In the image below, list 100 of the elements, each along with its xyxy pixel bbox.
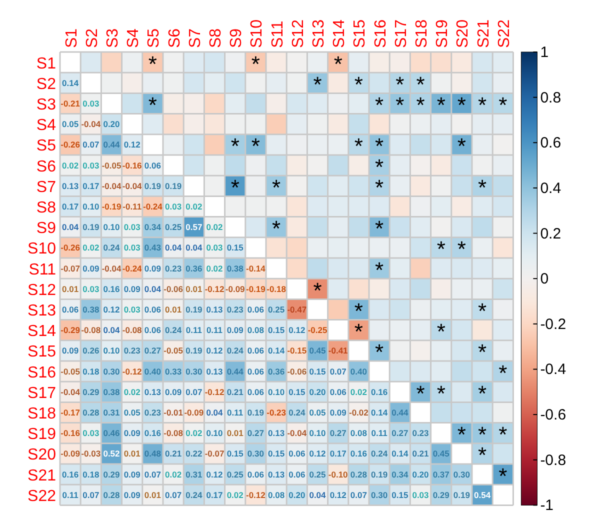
data-label: 0.01 (62, 284, 79, 294)
data-label: -0.29 (60, 325, 80, 336)
data-label: * (457, 236, 466, 262)
data-label: 0.23 (165, 263, 182, 274)
x-tick-label: S3 (104, 28, 122, 48)
x-tick-label: S17 (392, 19, 410, 48)
data-label: 0.11 (62, 490, 79, 500)
data-label: 0.19 (144, 180, 162, 191)
data-label: 0.19 (247, 408, 264, 418)
y-tick-label: S11 (28, 261, 56, 278)
data-label: 0.11 (227, 408, 244, 418)
data-label: 0.07 (186, 386, 202, 397)
data-label: -0.23 (266, 408, 286, 418)
data-label: 0.05 (124, 408, 141, 418)
data-label: -0.12 (246, 490, 266, 500)
data-label: 0.19 (186, 304, 202, 314)
data-label: -0.14 (246, 263, 266, 274)
data-label: 0.06 (330, 386, 347, 397)
data-label: 0.09 (82, 263, 100, 274)
y-tick-label: S4 (36, 117, 56, 134)
data-label: * (478, 380, 488, 406)
data-label: 0.20 (103, 119, 120, 130)
y-tick-label: S15 (28, 344, 56, 361)
data-label: 0.02 (206, 263, 224, 274)
data-label: 0.11 (186, 325, 202, 336)
y-tick-label: S5 (36, 138, 56, 155)
x-tick-label: S7 (186, 28, 204, 48)
data-label: 0.38 (103, 386, 120, 397)
data-label: 0.57 (186, 222, 202, 232)
data-label: 0.26 (82, 346, 100, 356)
data-label: -0.06 (164, 284, 184, 294)
data-label: 0.30 (371, 490, 388, 500)
data-label: * (375, 257, 384, 282)
y-tick-label: S18 (28, 406, 56, 422)
data-label: 0.14 (371, 408, 388, 418)
data-label: * (148, 92, 158, 118)
y-tick-label: S7 (36, 178, 56, 196)
data-label: 0.19 (186, 346, 202, 356)
data-label: -0.26 (60, 140, 80, 150)
data-label: 0.19 (82, 222, 100, 232)
data-label: * (478, 340, 488, 365)
data-label: 0.22 (186, 448, 202, 459)
data-label: -0.18 (266, 284, 286, 294)
y-tick-label: S6 (36, 158, 56, 176)
data-label: -0.09 (60, 448, 80, 459)
x-tick-label: S13 (310, 19, 328, 48)
data-label: 0.01 (186, 284, 202, 294)
data-label: 0.10 (103, 222, 120, 232)
y-tick-label: S19 (28, 426, 56, 444)
data-label: 0.25 (226, 469, 244, 480)
data-label: 0.03 (412, 490, 430, 500)
data-label: 0.09 (330, 408, 347, 418)
data-label: -0.04 (81, 119, 101, 130)
x-tick-label: S15 (352, 19, 369, 48)
data-label: * (416, 380, 426, 406)
data-label: * (478, 174, 488, 200)
data-label: 0.02 (186, 202, 202, 212)
data-label: 0.13 (206, 304, 224, 314)
data-label: 0.38 (226, 263, 244, 274)
color-bar-label: 0.8 (540, 89, 562, 106)
data-label: 0.23 (226, 304, 244, 314)
y-tick-label: S2 (36, 76, 56, 93)
color-bar-label: 0.2 (540, 225, 562, 242)
data-label: 0.07 (82, 140, 100, 150)
data-label: -0.04 (102, 263, 122, 274)
data-label: 0.29 (82, 386, 100, 397)
data-label: 0.06 (288, 469, 306, 480)
data-label: 0.12 (330, 490, 347, 500)
data-label: * (272, 216, 282, 242)
data-label: 0.08 (268, 490, 285, 500)
data-label: 0.21 (226, 386, 244, 397)
data-label: 0.09 (124, 428, 141, 438)
data-label: 0.30 (453, 469, 470, 480)
y-tick-label: S14 (28, 323, 56, 340)
data-label: 0.02 (82, 242, 100, 253)
data-label: 0.27 (392, 428, 408, 438)
data-label: 0.15 (309, 366, 326, 376)
x-tick-label: S2 (84, 28, 101, 48)
x-tick-label: S5 (146, 28, 163, 48)
data-label: 0.25 (165, 222, 182, 232)
color-bar-label: 0.6 (540, 134, 562, 152)
data-label: 0.44 (392, 408, 408, 418)
data-label: 0.05 (309, 408, 326, 418)
data-label: 0.30 (186, 366, 202, 376)
data-label: 0.30 (103, 366, 120, 376)
data-label: 0.34 (392, 469, 408, 480)
data-label: 0.02 (350, 386, 368, 397)
data-label: 0.10 (309, 428, 326, 438)
data-label: 0.43 (144, 242, 162, 253)
data-label: -0.12 (204, 386, 224, 397)
data-label: 0.09 (144, 263, 162, 274)
data-label: -0.08 (81, 325, 101, 336)
x-tick-label: S12 (290, 19, 307, 48)
data-label: 0.17 (330, 448, 347, 459)
data-label: 0.14 (62, 78, 79, 88)
y-tick-label: S17 (28, 384, 56, 402)
data-label: * (375, 92, 384, 118)
data-label: 0.16 (350, 448, 368, 459)
data-label: 0.12 (288, 325, 306, 336)
y-tick-label: S22 (28, 488, 56, 505)
